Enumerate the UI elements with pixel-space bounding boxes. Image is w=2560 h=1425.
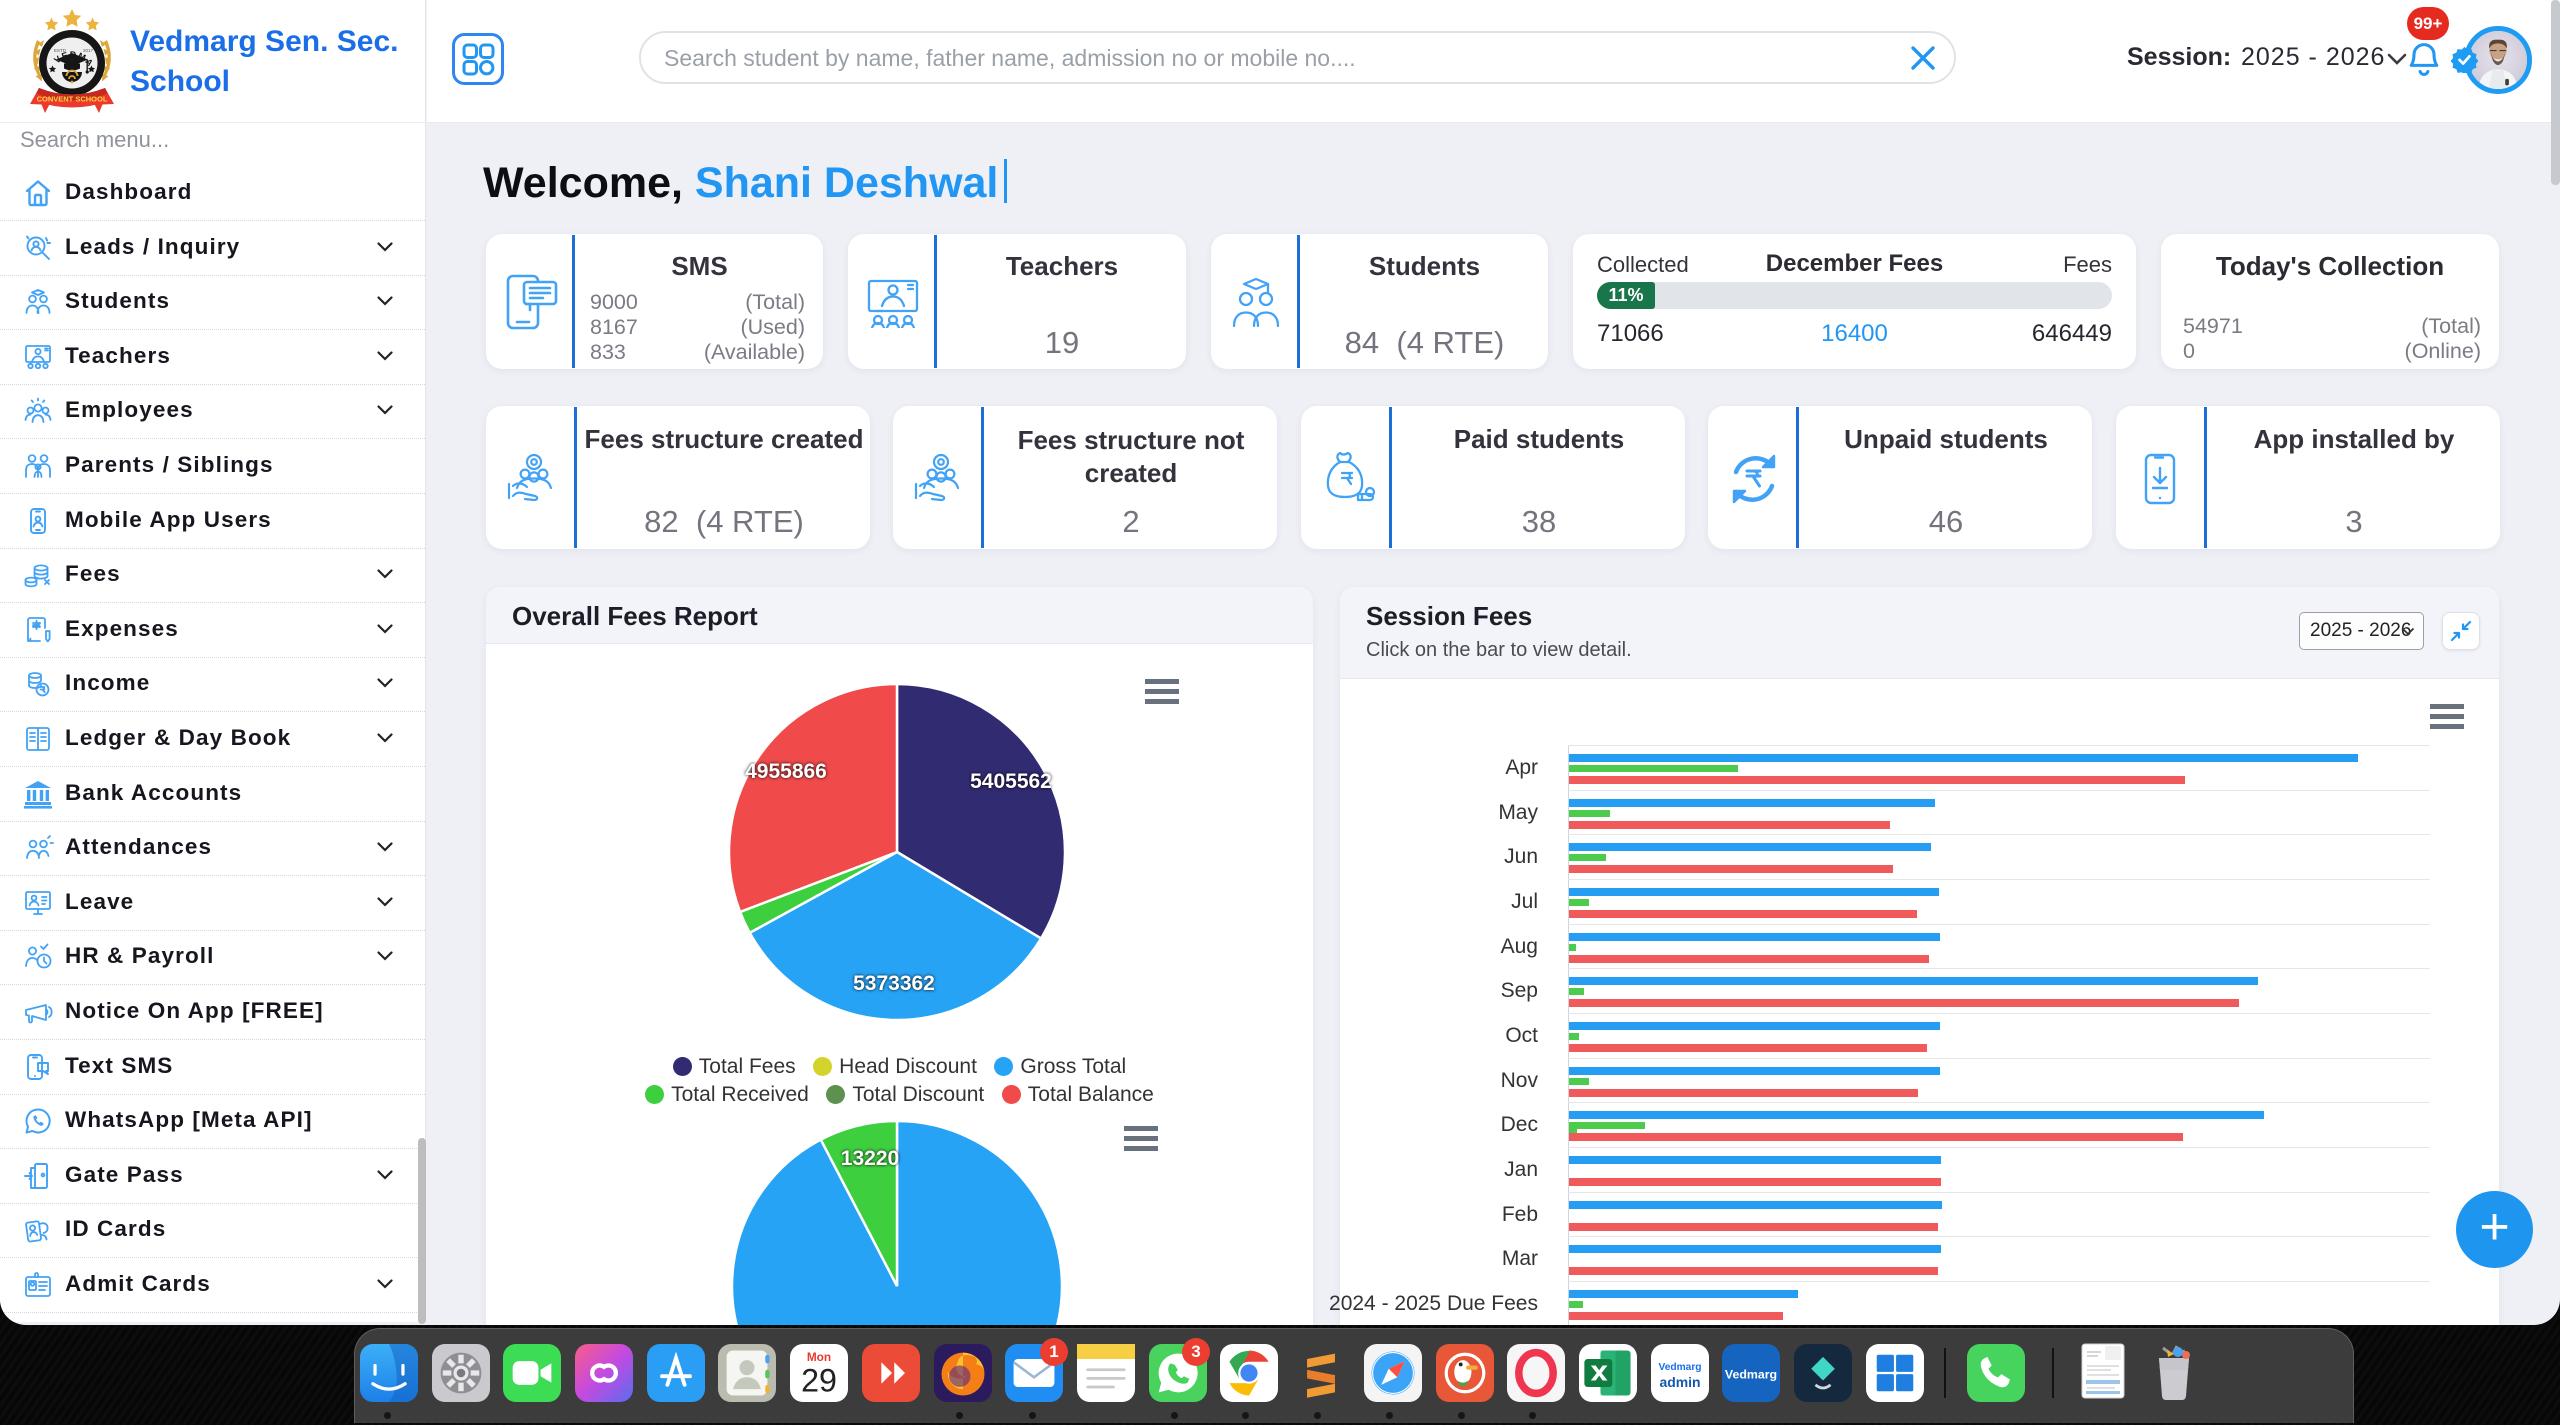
- svg-text:Mon: Mon: [807, 1350, 831, 1364]
- svg-text:CONVENT SCHOOL: CONVENT SCHOOL: [37, 95, 108, 104]
- svg-text:2017: 2017: [83, 48, 94, 53]
- svg-text:Vedmarg: Vedmarg: [1725, 1367, 1777, 1381]
- svg-text:admin: admin: [1659, 1374, 1700, 1390]
- svg-text:Vedmarg: Vedmarg: [1658, 1362, 1701, 1373]
- svg-text:ESTD: ESTD: [54, 48, 67, 53]
- svg-text:29: 29: [801, 1362, 837, 1398]
